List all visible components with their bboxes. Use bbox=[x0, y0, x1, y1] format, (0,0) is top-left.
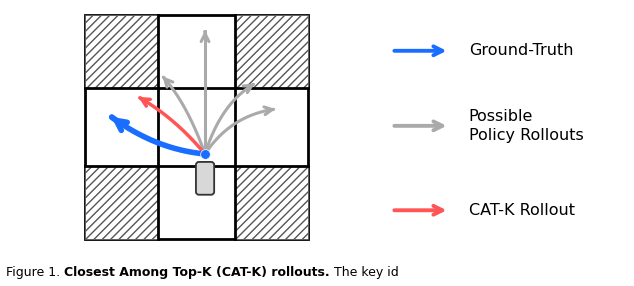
Text: Closest Among Top-K (CAT-K) rollouts.: Closest Among Top-K (CAT-K) rollouts. bbox=[65, 266, 330, 279]
Bar bbox=[235, 166, 308, 239]
Bar bbox=[85, 166, 158, 239]
Bar bbox=[235, 15, 308, 88]
Bar bbox=[85, 15, 158, 88]
Text: The key id: The key id bbox=[330, 266, 399, 279]
Text: Figure 1.: Figure 1. bbox=[6, 266, 65, 279]
Text: Ground-Truth: Ground-Truth bbox=[469, 43, 573, 58]
Text: CAT-K Rollout: CAT-K Rollout bbox=[469, 203, 574, 218]
Text: Possible
Policy Rollouts: Possible Policy Rollouts bbox=[469, 109, 583, 143]
FancyBboxPatch shape bbox=[196, 162, 214, 195]
